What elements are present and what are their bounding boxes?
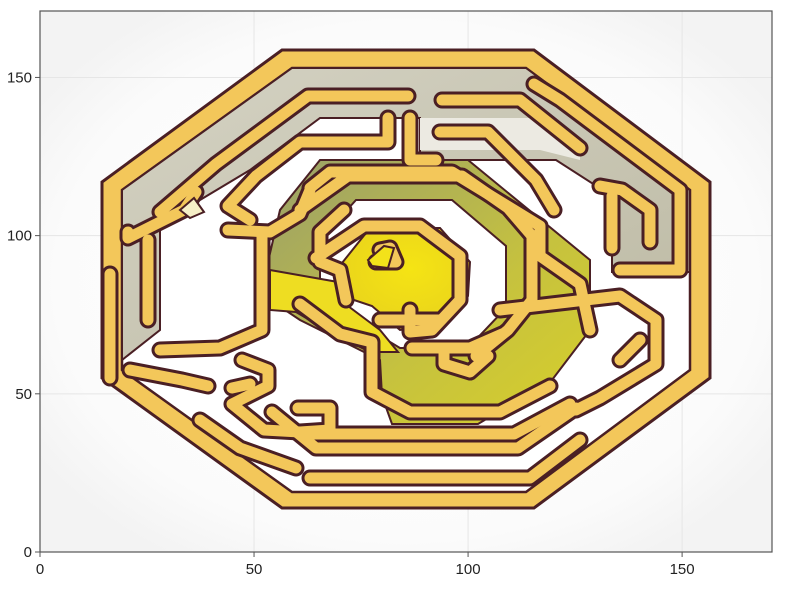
x-axis: 0 50 100 150 [36,552,695,578]
y-axis: 0 50 100 150 [7,69,40,561]
x-tick-label: 0 [36,561,44,578]
x-tick-label: 150 [670,561,695,578]
x-tick-label: 50 [246,561,263,578]
y-tick-label: 0 [24,544,32,561]
y-tick-label: 150 [7,69,32,86]
maze-goal-marker [366,244,396,270]
maze-start-marker [178,196,206,220]
plot-frame [39,10,773,553]
x-tick-label: 100 [456,561,481,578]
y-tick-label: 50 [15,386,32,403]
maze-image [100,48,712,510]
y-tick-label: 100 [7,228,32,245]
maze-walls [101,75,689,487]
